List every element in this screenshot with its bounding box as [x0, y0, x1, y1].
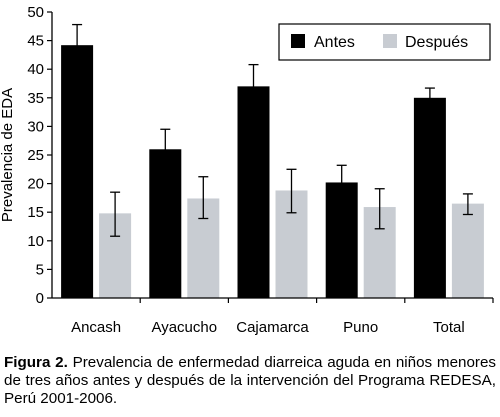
x-category-label: Puno	[343, 319, 378, 336]
figure-caption: Figura 2. Prevalencia de enfermedad diar…	[4, 354, 496, 408]
y-tick-label: 10	[27, 233, 44, 250]
x-categories: Ancash Ayacucho Cajamarca Puno Total	[71, 298, 494, 336]
bar-antes	[237, 86, 270, 298]
bars-layer	[61, 45, 484, 299]
legend-label-despues: Después	[405, 34, 468, 51]
y-tick-label: 0	[36, 290, 44, 307]
x-category-label: Ancash	[71, 319, 121, 336]
legend-label-antes: Antes	[314, 34, 355, 51]
bar-antes	[325, 182, 358, 298]
bar-antes	[413, 97, 446, 298]
y-tick-label: 45	[27, 33, 44, 50]
y-tick-label: 15	[27, 204, 44, 221]
y-tick-label: 30	[27, 118, 44, 135]
caption-text: Prevalencia de enfermedad diarreica agud…	[4, 354, 497, 407]
y-ticks: 0 5 10 15 20 25 30 35 40 45 50	[27, 4, 52, 307]
y-tick-label: 35	[27, 90, 44, 107]
x-category-label: Ayacucho	[151, 319, 217, 336]
caption-label: Figura 2.	[4, 354, 68, 371]
y-tick-label: 50	[27, 4, 44, 21]
x-category-label: Cajamarca	[236, 319, 309, 336]
x-category-label: Total	[433, 319, 465, 336]
y-tick-label: 25	[27, 147, 44, 164]
error-bars-layer	[72, 23, 473, 237]
y-tick-label: 5	[36, 261, 44, 278]
bar-despues	[451, 203, 484, 298]
legend: Antes Después	[278, 23, 491, 61]
y-tick-label: 20	[27, 176, 44, 193]
bar-antes	[61, 45, 94, 299]
bar-chart: 0 5 10 15 20 25 30 35 40 45 50 Ancash Ayacucho Cajam…	[0, 4, 494, 336]
y-axis-label: Prevalencia de EDA	[0, 88, 16, 222]
legend-swatch-antes	[291, 34, 305, 48]
y-tick-label: 40	[27, 61, 44, 78]
bar-antes	[149, 149, 182, 298]
legend-swatch-despues	[383, 34, 397, 48]
